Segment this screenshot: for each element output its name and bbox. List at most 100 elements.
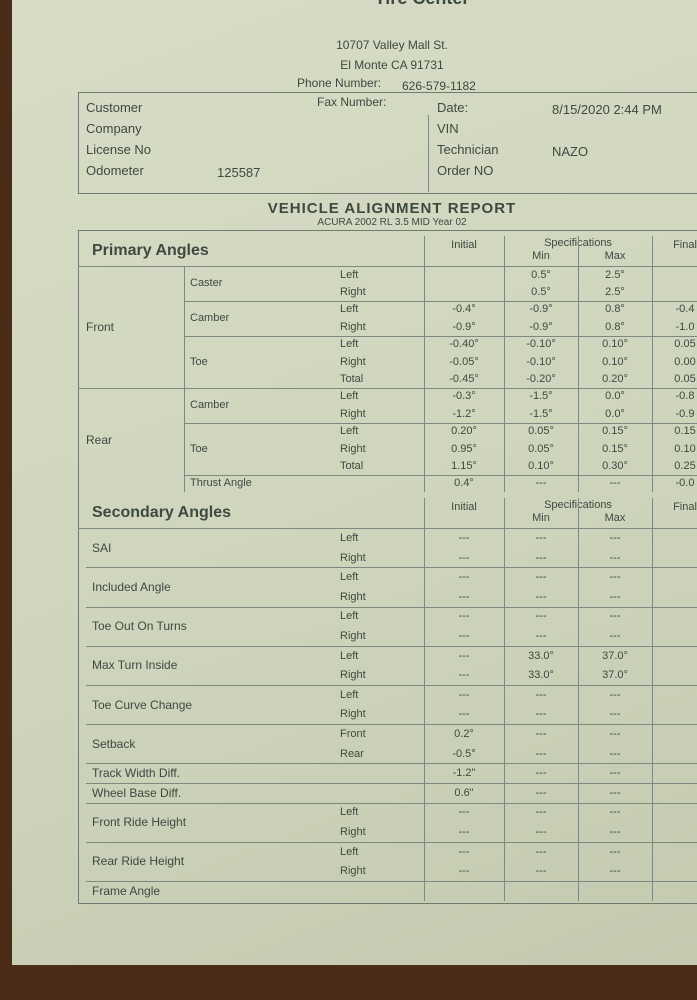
item-label: Front Ride Height [92, 815, 187, 830]
min-cell: --- [535, 727, 547, 740]
section-title: Primary Angles [92, 242, 209, 259]
info-value: 125587 [217, 165, 261, 180]
side-cell: Right [340, 629, 366, 642]
max-cell: 0.0° [605, 390, 625, 403]
min-cell: --- [535, 477, 547, 490]
max-cell: --- [609, 477, 621, 490]
info-box [78, 92, 697, 194]
city: El Monte CA 91731 [340, 58, 444, 72]
info-label: Date: [437, 100, 469, 115]
info-label: Order NO [437, 163, 494, 178]
info-label: Company [86, 121, 142, 136]
item-label: Thrust Angle [190, 477, 252, 490]
final-cell: 0.05 [674, 373, 696, 386]
max-cell: --- [609, 708, 621, 721]
side-cell: Left [340, 338, 359, 351]
shop-name: Tire Center [212, 0, 632, 9]
side-cell: Right [340, 551, 366, 564]
side-cell: Left [340, 390, 359, 403]
max-cell: --- [609, 806, 621, 819]
item-label: Camber [190, 312, 230, 325]
min-cell: --- [535, 531, 547, 544]
initial-cell: --- [458, 590, 470, 603]
min-cell: --- [535, 845, 547, 858]
item-label: Camber [190, 399, 230, 412]
max-cell: --- [609, 845, 621, 858]
max-cell: --- [609, 551, 621, 564]
min-cell: 33.0° [528, 649, 554, 662]
side-cell: Right [340, 286, 366, 299]
info-label: License No [86, 142, 152, 157]
col-rule [652, 236, 653, 493]
initial-cell: --- [458, 865, 470, 878]
item-label: Caster [190, 277, 223, 290]
side-cell: Left [340, 845, 359, 858]
item-rule [86, 881, 697, 882]
col-final: Final [673, 239, 697, 251]
initial-cell: 0.2° [454, 727, 474, 740]
side-cell: Left [340, 688, 359, 701]
item-label: Max Turn Inside [92, 658, 178, 673]
side-cell: Right [340, 825, 366, 838]
info-label: Customer [86, 100, 143, 115]
side-cell: Total [340, 373, 364, 386]
initial-cell: -0.05° [449, 355, 479, 368]
initial-cell: --- [458, 825, 470, 838]
final-cell: 0.05 [674, 338, 696, 351]
initial-cell: -0.3° [452, 390, 476, 403]
group-label: Rear [86, 432, 113, 447]
paper: Tire Center 10707 Valley Mall St. El Mon… [12, 0, 697, 965]
min-cell: --- [535, 688, 547, 701]
max-cell: --- [609, 571, 621, 584]
side-cell: Right [340, 669, 366, 682]
max-cell: --- [609, 727, 621, 740]
side-cell: Total [340, 460, 364, 473]
initial-cell: --- [458, 610, 470, 623]
item-rule [86, 685, 697, 686]
max-cell: 37.0° [602, 669, 628, 682]
item-label: Wheel Base Diff. [92, 785, 182, 800]
initial-cell: 0.95° [451, 442, 477, 455]
item-rule [86, 724, 697, 726]
initial-cell: 0.6" [454, 786, 474, 799]
side-cell: Right [340, 407, 366, 420]
report-title: VEHICLE ALIGNMENT REPORT [267, 200, 517, 217]
col-min: Min [532, 250, 550, 262]
initial-cell: --- [458, 669, 470, 682]
side-cell: Left [340, 531, 359, 544]
min-cell: -0.9° [529, 303, 553, 316]
min-cell: --- [535, 571, 547, 584]
min-cell: --- [535, 610, 547, 623]
max-cell: --- [609, 747, 621, 760]
item-label: Setback [92, 736, 136, 751]
max-cell: --- [609, 610, 621, 623]
side-cell: Left [340, 571, 359, 584]
item-rule [86, 606, 697, 608]
initial-cell: -0.9° [452, 320, 476, 333]
initial-cell: --- [458, 806, 470, 819]
side-cell: Right [340, 708, 366, 721]
address: 10707 Valley Mall St. [336, 38, 448, 52]
min-cell: -1.5° [529, 390, 553, 403]
initial-cell: --- [458, 571, 470, 584]
max-cell: 0.8° [605, 303, 625, 316]
side-cell: Left [340, 303, 359, 316]
min-cell: --- [535, 767, 547, 780]
phone-label: Phone Number: [297, 76, 382, 90]
initial-cell: -0.5° [452, 747, 476, 760]
info-label: VIN [437, 121, 459, 136]
max-cell: 0.10° [602, 338, 628, 351]
section-title: Secondary Angles [92, 504, 232, 522]
final-cell: 0.25 [674, 460, 696, 473]
report-subtitle: ACURA 2002 RL 3.5 MID Year 02 [317, 217, 467, 228]
col-rule [504, 236, 505, 493]
min-cell: --- [535, 806, 547, 819]
min-cell: --- [535, 590, 547, 603]
info-divider [428, 115, 429, 192]
item-label: Toe Out On Turns [92, 619, 187, 634]
col-rule [424, 498, 425, 901]
item-rule [184, 422, 697, 424]
max-cell: --- [609, 590, 621, 603]
group-label: Front [86, 319, 115, 334]
initial-cell: -1.2" [452, 767, 476, 780]
